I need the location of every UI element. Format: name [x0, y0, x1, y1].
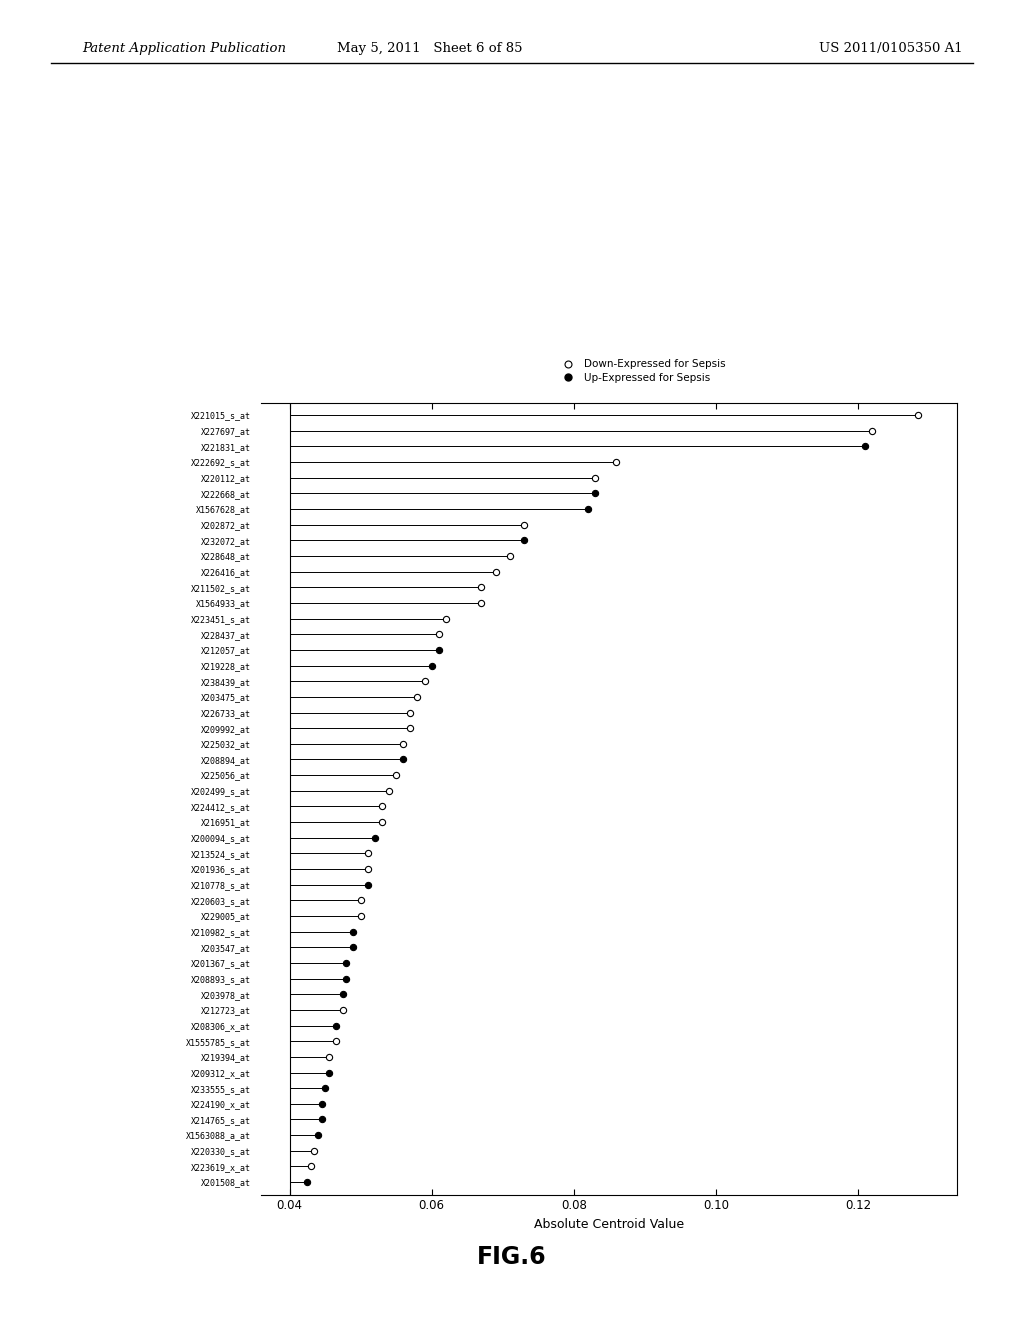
Text: US 2011/0105350 A1: US 2011/0105350 A1 — [819, 42, 963, 55]
Text: FIG.6: FIG.6 — [477, 1245, 547, 1269]
Text: May 5, 2011   Sheet 6 of 85: May 5, 2011 Sheet 6 of 85 — [337, 42, 523, 55]
Text: Patent Application Publication: Patent Application Publication — [82, 42, 286, 55]
X-axis label: Absolute Centroid Value: Absolute Centroid Value — [535, 1218, 684, 1232]
Legend: Down-Expressed for Sepsis, Up-Expressed for Sepsis: Down-Expressed for Sepsis, Up-Expressed … — [554, 355, 729, 387]
